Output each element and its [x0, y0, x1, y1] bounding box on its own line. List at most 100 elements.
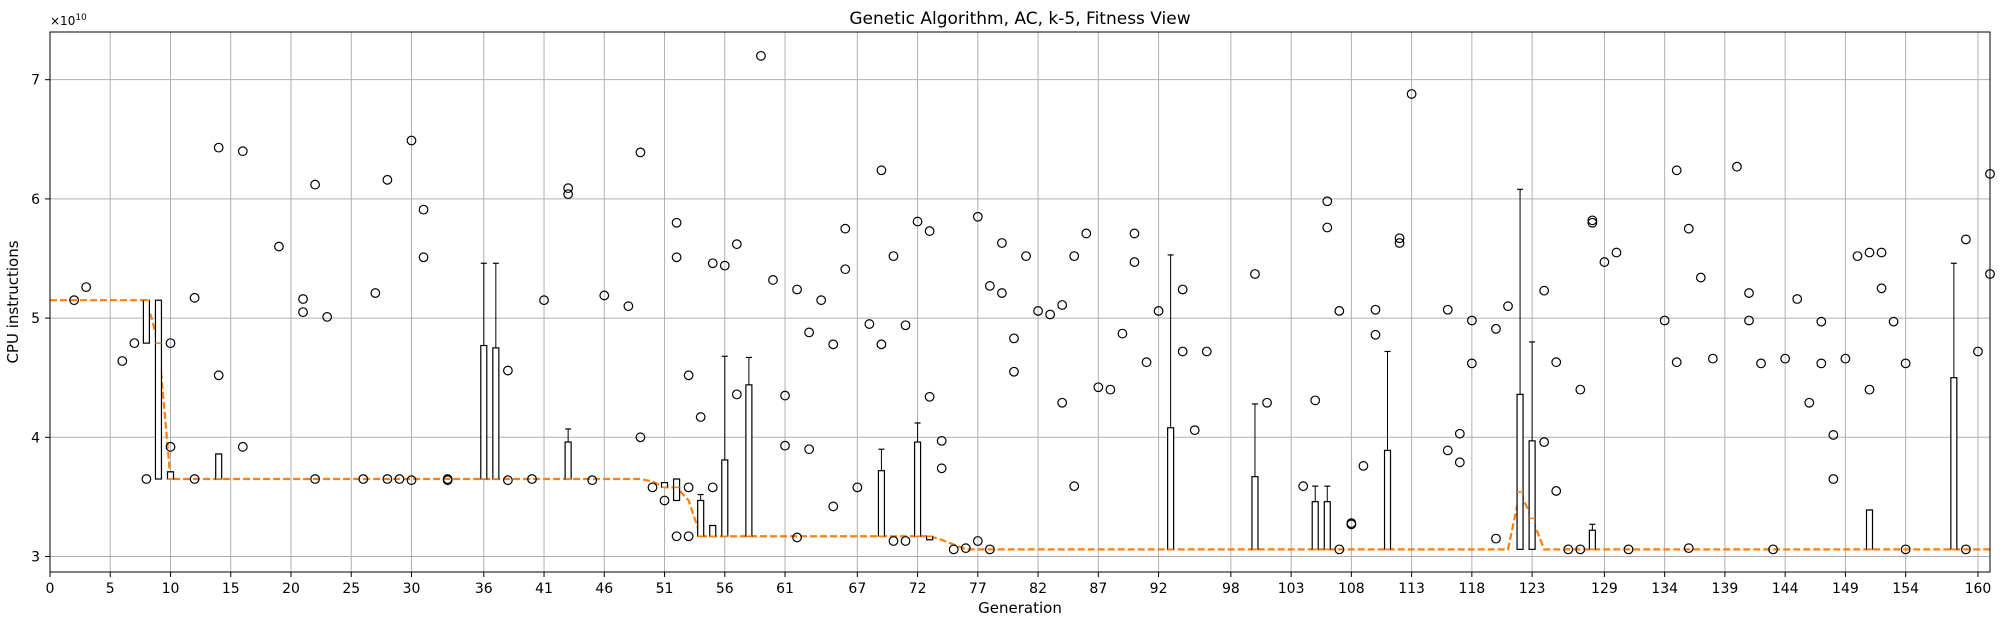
- outlier-point: [671, 217, 682, 228]
- outlier-point: [1852, 251, 1863, 262]
- outlier-point: [237, 441, 248, 452]
- outlier-point: [900, 536, 911, 546]
- box-plot: [913, 422, 922, 537]
- outlier-point: [1129, 257, 1140, 267]
- outlier-point: [960, 543, 971, 554]
- box-body: [154, 299, 163, 480]
- box-body: [745, 384, 753, 537]
- box-body: [492, 347, 500, 480]
- outlier-point: [1828, 430, 1839, 440]
- outlier-point: [683, 370, 694, 381]
- outlier-point: [1394, 238, 1405, 248]
- outlier-point: [1177, 346, 1188, 357]
- box-plot: [1588, 523, 1596, 551]
- outlier-point: [237, 146, 248, 157]
- outlier-point: [563, 183, 574, 194]
- box-body: [697, 499, 705, 537]
- outlier-point: [1454, 428, 1465, 439]
- outlier-point: [1009, 366, 1019, 377]
- outlier-point: [1551, 486, 1562, 496]
- box-body: [709, 524, 717, 537]
- x-tick-label: 154: [1892, 581, 1919, 597]
- box-body: [1950, 377, 1958, 550]
- outlier-point: [683, 482, 694, 493]
- outlier-point: [298, 307, 308, 318]
- outlier-point: [1539, 437, 1550, 447]
- outlier-point: [1033, 306, 1043, 316]
- x-tick-label: 56: [716, 581, 734, 597]
- outlier-point: [370, 288, 381, 298]
- outlier-point: [1961, 234, 1971, 245]
- outlier-point: [792, 284, 802, 295]
- y-tick-label: 6: [31, 192, 40, 208]
- outlier-point: [394, 474, 405, 484]
- outlier-point: [1961, 544, 1971, 555]
- outlier-point: [623, 301, 634, 312]
- box-body: [672, 478, 681, 502]
- outlier-point: [1503, 301, 1513, 312]
- outlier-point: [1599, 257, 1610, 267]
- box-body: [1516, 393, 1524, 550]
- outlier-point: [1840, 353, 1851, 364]
- box-body: [877, 470, 886, 537]
- x-tick-label: 77: [969, 581, 987, 597]
- outlier-point: [1587, 217, 1598, 228]
- outlier-point: [406, 475, 417, 486]
- x-tick-label: 67: [848, 581, 866, 597]
- box-body: [215, 453, 223, 480]
- outlier-point: [213, 370, 224, 381]
- box-plot: [1516, 188, 1524, 550]
- y-tick-label: 4: [31, 430, 40, 446]
- box-plot: [709, 524, 717, 537]
- outlier-point: [984, 544, 995, 555]
- outlier-point: [1334, 544, 1345, 555]
- outlier-point: [1057, 300, 1068, 310]
- box-plot: [215, 453, 223, 480]
- x-tick-label: 41: [535, 581, 553, 597]
- x-tick-label: 0: [46, 581, 55, 597]
- median-line: [50, 299, 1990, 551]
- x-tick-label: 25: [342, 581, 360, 597]
- outlier-point: [780, 440, 790, 451]
- box-body: [1323, 501, 1331, 550]
- outlier-point: [1370, 329, 1381, 340]
- outlier-point: [1659, 315, 1670, 326]
- x-tick-label: 134: [1651, 581, 1678, 597]
- outlier-point: [888, 536, 899, 546]
- outlier-point: [527, 474, 537, 484]
- x-tick-label: 98: [1222, 581, 1240, 597]
- outlier-point: [936, 463, 947, 474]
- outlier-point: [635, 147, 646, 158]
- outlier-point: [635, 432, 646, 443]
- box-layer: [142, 188, 1958, 551]
- outlier-point: [539, 295, 549, 306]
- outlier-point: [1792, 294, 1803, 304]
- box-plot: [1383, 350, 1392, 551]
- x-tick-label: 15: [222, 581, 240, 597]
- outlier-point: [1298, 481, 1309, 492]
- outlier-point: [924, 391, 935, 402]
- outlier-point: [1105, 384, 1116, 395]
- outlier-point: [418, 252, 429, 263]
- outlier-point: [358, 474, 369, 484]
- y-axis: 3 4 5 6 7: [31, 73, 50, 566]
- outlier-point: [310, 474, 320, 484]
- outlier-point: [1370, 304, 1381, 315]
- outlier-point: [1406, 89, 1417, 99]
- outlier-point: [165, 338, 176, 349]
- box-plot: [564, 428, 572, 480]
- outlier-point: [1177, 284, 1188, 295]
- outlier-point: [69, 295, 79, 306]
- outlier-point: [972, 211, 983, 222]
- x-tick-label: 20: [282, 581, 300, 597]
- outlier-point: [768, 275, 778, 285]
- y-tick-label: 3: [31, 550, 40, 566]
- box-plot: [660, 481, 669, 489]
- outlier-point: [587, 475, 598, 486]
- outlier-point: [888, 251, 899, 262]
- outlier-point: [1069, 251, 1080, 262]
- median-series: [50, 299, 1990, 551]
- x-tick-label: 46: [595, 581, 613, 597]
- outlier-point: [117, 356, 128, 366]
- outlier-point: [1093, 382, 1104, 393]
